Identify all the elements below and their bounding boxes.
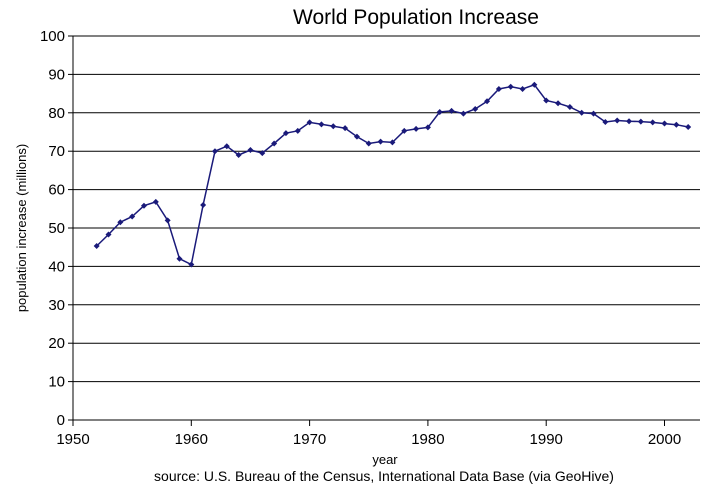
y-tick-label: 80 [48,105,65,122]
y-tick-label: 40 [48,258,65,275]
data-point [519,85,526,92]
y-tick-label: 70 [48,143,65,160]
data-point [294,127,301,134]
y-tick-label: 100 [40,28,65,45]
data-point [637,118,644,125]
data-point [330,123,337,130]
data-point [105,231,112,238]
data-point [673,121,680,128]
data-point [626,118,633,125]
data-point [164,217,171,224]
grid-lines [73,35,700,383]
data-point [566,104,573,111]
x-axis-label: year [372,452,398,467]
data-point [211,148,218,155]
data-point [531,81,538,88]
data-point [590,110,597,117]
data-point [436,109,443,116]
y-tick-label: 90 [48,66,65,83]
x-tick-label: 1960 [175,431,208,448]
data-point [306,119,313,126]
x-tick-label: 1970 [293,431,326,448]
data-point [401,127,408,134]
data-point [389,139,396,146]
data-point [649,119,656,126]
data-point [377,138,384,145]
data-point [271,140,278,147]
data-point [472,105,479,112]
data-point [578,109,585,116]
data-point [200,201,207,208]
data-point [93,243,100,250]
data-point [247,147,254,154]
x-tick-label: 1950 [56,431,89,448]
y-tick-label: 50 [48,220,65,237]
data-point [543,97,550,104]
data-point [223,143,230,150]
axes [68,35,700,426]
series-group [93,81,692,268]
y-tick-labels: 0 10 20 30 40 50 60 70 80 90 100 [40,28,65,429]
source-note: source: U.S. Bureau of the Census, Inter… [154,468,614,484]
data-point [318,121,325,128]
y-tick-label: 30 [48,297,65,314]
y-tick-label: 0 [57,412,65,429]
data-point [235,152,242,159]
data-point [259,150,266,157]
x-tick-labels: 1950 1960 1970 1980 1990 2000 [56,431,681,448]
data-point [353,133,360,140]
chart-title: World Population Increase [293,6,539,29]
x-tick-label: 2000 [648,431,681,448]
y-tick-label: 10 [48,374,65,391]
y-tick-label: 60 [48,182,65,199]
x-tick-label: 1990 [530,431,563,448]
data-point [188,261,195,268]
data-point [365,140,372,147]
series-line [96,83,689,266]
data-point [342,125,349,132]
y-tick-label: 20 [48,335,65,352]
data-point [140,202,147,209]
y-axis-label: population increase (millions) [14,144,29,312]
data-point [448,107,455,114]
data-point [495,85,502,92]
data-point [176,255,183,262]
data-point [129,213,136,220]
data-point [685,124,692,131]
x-tick-label: 1980 [411,431,444,448]
data-point [152,198,159,205]
data-point [460,110,467,117]
data-point [117,219,124,226]
data-point [484,98,491,105]
data-point [424,124,431,131]
data-point [602,119,609,126]
data-point [661,120,668,127]
data-point [413,125,420,132]
data-point [614,117,621,124]
data-point [282,130,289,137]
data-point [507,83,514,90]
data-point [555,100,562,107]
